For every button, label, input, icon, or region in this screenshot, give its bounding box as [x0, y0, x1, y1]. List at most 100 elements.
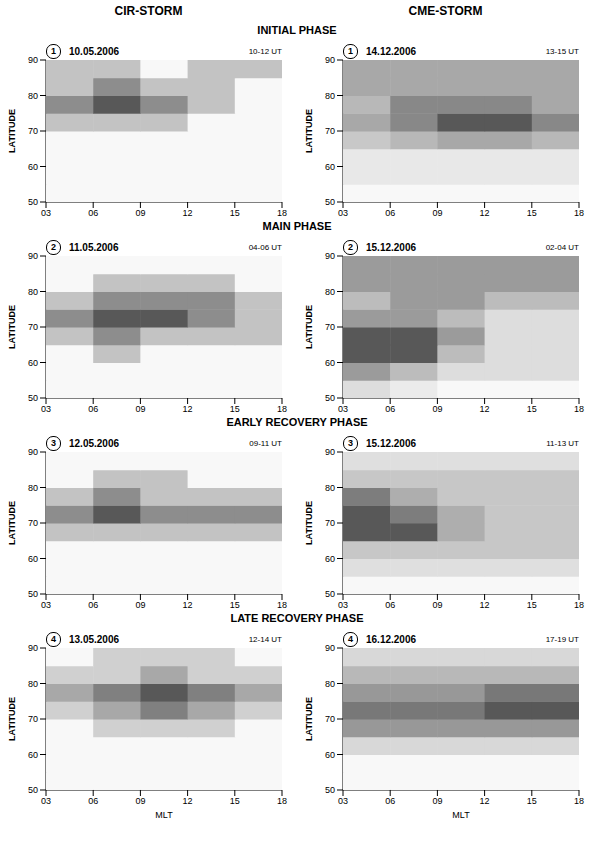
- svg-text:60: 60: [325, 358, 335, 368]
- svg-text:80: 80: [325, 483, 335, 493]
- svg-text:MLT: MLT: [155, 810, 173, 820]
- svg-text:60: 60: [325, 554, 335, 564]
- svg-text:80: 80: [28, 483, 38, 493]
- svg-text:80: 80: [28, 679, 38, 689]
- svg-text:90: 90: [28, 447, 38, 457]
- svg-text:12: 12: [480, 600, 490, 610]
- svg-text:15: 15: [230, 796, 240, 806]
- svg-text:18: 18: [277, 208, 287, 218]
- svg-text:50: 50: [325, 197, 335, 207]
- svg-text:09: 09: [135, 404, 145, 414]
- svg-text:60: 60: [28, 162, 38, 172]
- svg-text:06: 06: [385, 208, 395, 218]
- svg-text:70: 70: [325, 518, 335, 528]
- html-text:CME-STORM: CME-STORM: [408, 4, 483, 18]
- svg-text:12: 12: [480, 404, 490, 414]
- svg-text:09: 09: [432, 404, 442, 414]
- svg-text:80: 80: [325, 679, 335, 689]
- svg-text:80: 80: [325, 287, 335, 297]
- svg-text:18: 18: [574, 796, 584, 806]
- svg-text:70: 70: [325, 322, 335, 332]
- svg-text:90: 90: [325, 643, 335, 653]
- svg-text:LATITUDE: LATITUDE: [304, 109, 314, 153]
- svg-text:12: 12: [183, 208, 193, 218]
- svg-text:50: 50: [28, 589, 38, 599]
- svg-text:LATITUDE: LATITUDE: [7, 109, 17, 153]
- svg-text:12: 12: [480, 208, 490, 218]
- svg-text:50: 50: [28, 785, 38, 795]
- svg-text:70: 70: [28, 714, 38, 724]
- html-text:CIR-STORM: CIR-STORM: [114, 4, 183, 18]
- svg-text:06: 06: [385, 404, 395, 414]
- svg-text:LATITUDE: LATITUDE: [7, 305, 17, 349]
- svg-text:06: 06: [385, 600, 395, 610]
- svg-text:09: 09: [432, 796, 442, 806]
- svg-text:60: 60: [28, 750, 38, 760]
- svg-text:09: 09: [135, 208, 145, 218]
- svg-text:03: 03: [41, 404, 51, 414]
- svg-text:15: 15: [527, 796, 537, 806]
- svg-text:18: 18: [277, 796, 287, 806]
- svg-text:50: 50: [325, 785, 335, 795]
- svg-text:80: 80: [28, 287, 38, 297]
- svg-text:50: 50: [325, 589, 335, 599]
- svg-text:18: 18: [574, 404, 584, 414]
- svg-text:50: 50: [28, 197, 38, 207]
- svg-text:12: 12: [480, 796, 490, 806]
- svg-text:60: 60: [28, 554, 38, 564]
- svg-text:15: 15: [230, 208, 240, 218]
- svg-text:06: 06: [88, 208, 98, 218]
- svg-text:03: 03: [338, 796, 348, 806]
- svg-text:LATITUDE: LATITUDE: [7, 697, 17, 741]
- svg-text:18: 18: [277, 600, 287, 610]
- svg-text:70: 70: [28, 126, 38, 136]
- svg-text:06: 06: [385, 796, 395, 806]
- svg-text:03: 03: [338, 600, 348, 610]
- svg-text:60: 60: [325, 162, 335, 172]
- svg-text:15: 15: [230, 600, 240, 610]
- svg-text:90: 90: [28, 55, 38, 65]
- svg-text:15: 15: [527, 404, 537, 414]
- svg-text:06: 06: [88, 600, 98, 610]
- svg-text:70: 70: [325, 126, 335, 136]
- svg-text:80: 80: [28, 91, 38, 101]
- svg-text:03: 03: [338, 208, 348, 218]
- svg-text:03: 03: [41, 208, 51, 218]
- svg-text:90: 90: [325, 55, 335, 65]
- svg-text:50: 50: [325, 393, 335, 403]
- svg-text:50: 50: [28, 393, 38, 403]
- svg-text:LATITUDE: LATITUDE: [304, 305, 314, 349]
- svg-text:70: 70: [28, 518, 38, 528]
- svg-text:15: 15: [230, 404, 240, 414]
- svg-text:15: 15: [527, 208, 537, 218]
- svg-text:LATITUDE: LATITUDE: [304, 501, 314, 545]
- svg-text:70: 70: [325, 714, 335, 724]
- svg-text:09: 09: [135, 796, 145, 806]
- svg-text:03: 03: [41, 600, 51, 610]
- svg-text:12: 12: [183, 600, 193, 610]
- svg-text:60: 60: [28, 358, 38, 368]
- svg-text:18: 18: [574, 600, 584, 610]
- svg-text:70: 70: [28, 322, 38, 332]
- svg-text:03: 03: [41, 796, 51, 806]
- svg-text:06: 06: [88, 404, 98, 414]
- svg-text:12: 12: [183, 796, 193, 806]
- svg-text:60: 60: [325, 750, 335, 760]
- svg-text:12: 12: [183, 404, 193, 414]
- svg-text:MLT: MLT: [452, 810, 470, 820]
- svg-text:09: 09: [135, 600, 145, 610]
- svg-text:90: 90: [28, 251, 38, 261]
- svg-text:LATITUDE: LATITUDE: [7, 501, 17, 545]
- svg-text:18: 18: [277, 404, 287, 414]
- svg-text:80: 80: [325, 91, 335, 101]
- svg-text:15: 15: [527, 600, 537, 610]
- svg-text:90: 90: [28, 643, 38, 653]
- svg-text:06: 06: [88, 796, 98, 806]
- svg-text:LATITUDE: LATITUDE: [304, 697, 314, 741]
- svg-text:09: 09: [432, 600, 442, 610]
- svg-text:90: 90: [325, 447, 335, 457]
- svg-text:03: 03: [338, 404, 348, 414]
- svg-text:09: 09: [432, 208, 442, 218]
- svg-text:90: 90: [325, 251, 335, 261]
- svg-text:18: 18: [574, 208, 584, 218]
